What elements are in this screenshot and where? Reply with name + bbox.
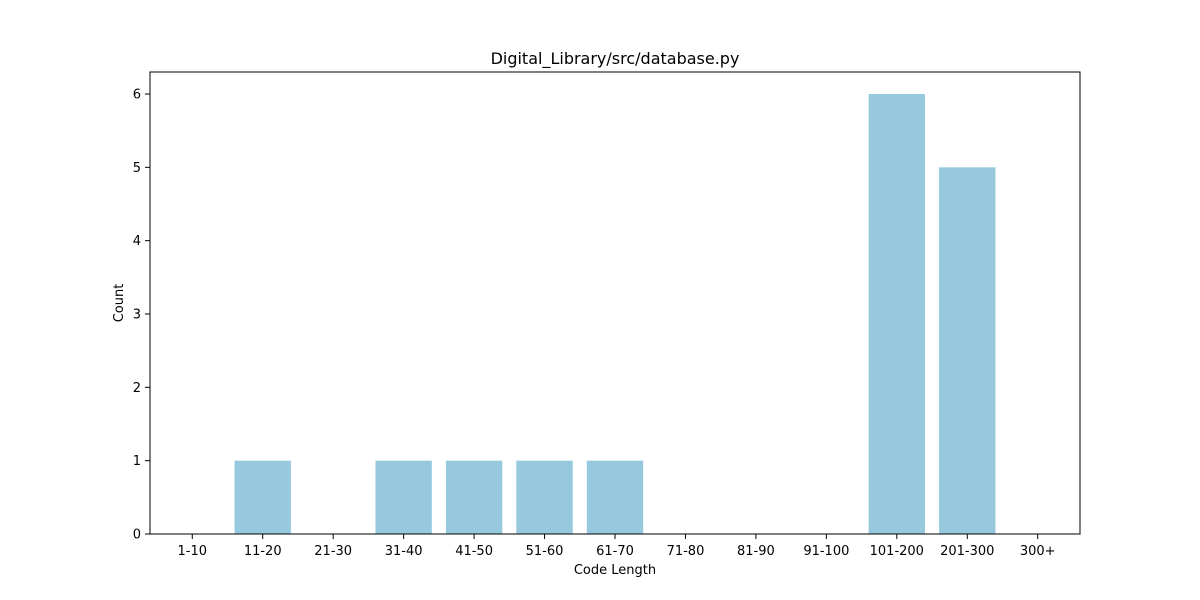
y-axis-label: Count <box>112 284 127 323</box>
y-axis: 0 1 2 3 4 5 6 <box>133 88 150 543</box>
bar-11-20 <box>234 460 291 534</box>
x-tick-label: 21-30 <box>314 544 352 559</box>
y-tick-label: 0 <box>133 528 141 543</box>
x-tick-label: 41-50 <box>455 544 493 559</box>
chart-title: Digital_Library/src/database.py <box>491 49 740 69</box>
bar-51-60 <box>516 460 573 534</box>
x-tick-label: 71-80 <box>667 544 705 559</box>
bar-31-40 <box>375 460 432 534</box>
bar-101-200 <box>868 94 925 534</box>
bars-layer <box>234 94 996 534</box>
y-tick-label: 4 <box>133 234 141 249</box>
x-tick-label: 61-70 <box>596 544 634 559</box>
bar-201-300 <box>939 167 996 534</box>
x-tick-label: 11-20 <box>244 544 282 559</box>
bar-41-50 <box>445 460 503 534</box>
x-tick-label: 51-60 <box>526 544 564 559</box>
y-tick-label: 3 <box>133 308 141 323</box>
y-tick-label: 5 <box>133 161 141 176</box>
x-tick-label: 201-300 <box>940 544 994 559</box>
x-tick-label: 91-100 <box>803 544 849 559</box>
y-tick-label: 6 <box>133 88 141 103</box>
x-tick-label: 101-200 <box>870 544 924 559</box>
bar-61-70 <box>586 460 644 534</box>
y-tick-label: 1 <box>133 454 141 469</box>
y-tick-label: 2 <box>133 381 141 396</box>
x-tick-label: 300+ <box>1020 544 1056 559</box>
x-tick-label: 1-10 <box>178 544 208 559</box>
x-axis-label: Code Length <box>574 563 656 578</box>
x-tick-label: 31-40 <box>385 544 423 559</box>
x-axis: 1-10 11-20 21-30 31-40 41-50 51-60 61-70 71-80 8… <box>178 534 1056 559</box>
x-tick-label: 81-90 <box>737 544 775 559</box>
